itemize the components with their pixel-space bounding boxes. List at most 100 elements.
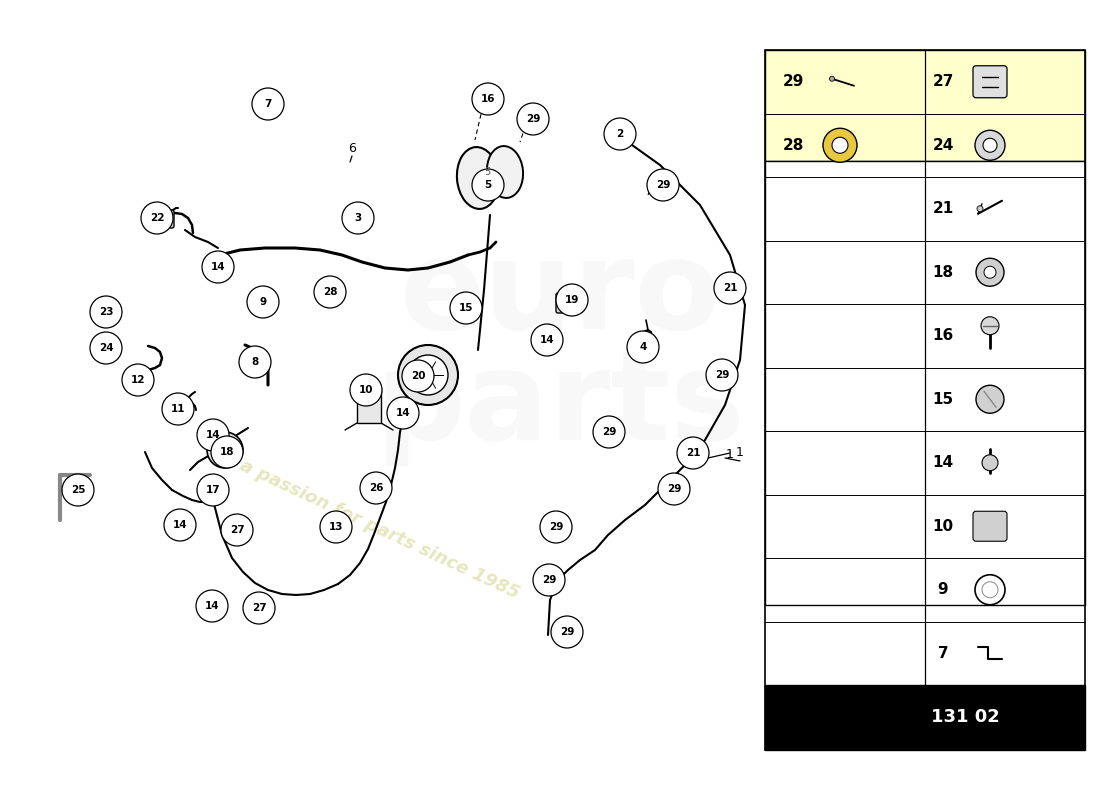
Circle shape	[90, 332, 122, 364]
Text: 5: 5	[484, 167, 491, 177]
Text: 14: 14	[933, 455, 954, 470]
Text: 26: 26	[368, 483, 383, 493]
FancyBboxPatch shape	[974, 511, 1006, 542]
Ellipse shape	[487, 146, 524, 198]
Circle shape	[984, 266, 996, 278]
Circle shape	[360, 472, 392, 504]
Circle shape	[164, 509, 196, 541]
Circle shape	[823, 128, 857, 162]
Circle shape	[540, 511, 572, 543]
Text: 18: 18	[933, 265, 954, 280]
Circle shape	[402, 360, 434, 392]
Circle shape	[214, 440, 235, 460]
Circle shape	[398, 345, 458, 405]
Text: 14: 14	[396, 408, 410, 418]
Text: 3: 3	[354, 213, 362, 223]
Text: 16: 16	[933, 328, 954, 343]
Circle shape	[408, 355, 448, 395]
Ellipse shape	[456, 147, 499, 209]
Circle shape	[832, 138, 848, 154]
Circle shape	[472, 169, 504, 201]
Circle shape	[706, 359, 738, 391]
Circle shape	[62, 474, 94, 506]
Circle shape	[982, 582, 998, 598]
Text: 7: 7	[937, 646, 948, 661]
Text: 25: 25	[70, 485, 86, 495]
Circle shape	[676, 437, 710, 469]
Text: 13: 13	[329, 522, 343, 532]
FancyBboxPatch shape	[764, 161, 1085, 605]
Circle shape	[556, 284, 588, 316]
Text: 11: 11	[170, 404, 185, 414]
Circle shape	[314, 276, 346, 308]
Circle shape	[647, 169, 679, 201]
Text: 29: 29	[656, 180, 670, 190]
Text: 29: 29	[602, 427, 616, 437]
Text: a passion for parts since 1985: a passion for parts since 1985	[238, 457, 522, 603]
FancyBboxPatch shape	[974, 66, 1006, 98]
Circle shape	[141, 202, 173, 234]
Circle shape	[975, 130, 1005, 160]
Polygon shape	[96, 336, 117, 360]
Text: 9: 9	[260, 297, 266, 307]
Text: 15: 15	[459, 303, 473, 313]
Text: 28: 28	[322, 287, 338, 297]
Text: 12: 12	[131, 375, 145, 385]
Circle shape	[207, 432, 243, 468]
Text: 27: 27	[933, 74, 954, 90]
Text: 9: 9	[937, 582, 948, 598]
Circle shape	[197, 419, 229, 451]
Circle shape	[197, 474, 229, 506]
Circle shape	[342, 202, 374, 234]
Text: 131 02: 131 02	[931, 709, 1000, 726]
Circle shape	[517, 103, 549, 135]
Circle shape	[976, 386, 1004, 414]
Text: 10: 10	[359, 385, 373, 395]
Circle shape	[983, 138, 997, 152]
Circle shape	[714, 272, 746, 304]
Circle shape	[243, 592, 275, 624]
Text: 24: 24	[933, 138, 954, 153]
Text: 29: 29	[782, 74, 804, 90]
Text: 27: 27	[252, 603, 266, 613]
Text: 2: 2	[616, 129, 624, 139]
Text: 23: 23	[99, 307, 113, 317]
Text: 14: 14	[540, 335, 554, 345]
Circle shape	[551, 616, 583, 648]
Circle shape	[248, 286, 279, 318]
Circle shape	[472, 83, 504, 115]
Circle shape	[534, 564, 565, 596]
Circle shape	[450, 292, 482, 324]
Text: 14: 14	[206, 430, 220, 440]
Circle shape	[350, 374, 382, 406]
Text: 5: 5	[484, 180, 492, 190]
Text: 8: 8	[252, 357, 258, 367]
Text: 21: 21	[723, 283, 737, 293]
Text: 6: 6	[348, 142, 356, 154]
Text: 14: 14	[205, 601, 219, 611]
Circle shape	[982, 454, 998, 470]
Circle shape	[387, 397, 419, 429]
Text: 21: 21	[933, 202, 954, 216]
Text: 7: 7	[264, 99, 272, 109]
Text: 1: 1	[736, 446, 744, 459]
Circle shape	[593, 416, 625, 448]
Circle shape	[981, 317, 999, 334]
Text: 14: 14	[211, 262, 226, 272]
Text: 24: 24	[99, 343, 113, 353]
Text: 29: 29	[542, 575, 557, 585]
Circle shape	[122, 364, 154, 396]
FancyBboxPatch shape	[764, 50, 1085, 161]
Circle shape	[977, 206, 983, 212]
Circle shape	[252, 88, 284, 120]
FancyBboxPatch shape	[358, 388, 381, 423]
FancyBboxPatch shape	[150, 210, 174, 228]
Circle shape	[531, 324, 563, 356]
Text: 29: 29	[549, 522, 563, 532]
FancyBboxPatch shape	[556, 293, 582, 313]
Text: 29: 29	[526, 114, 540, 124]
Text: 27: 27	[230, 525, 244, 535]
Text: 18: 18	[220, 447, 234, 457]
Text: 16: 16	[481, 94, 495, 104]
Circle shape	[604, 118, 636, 150]
